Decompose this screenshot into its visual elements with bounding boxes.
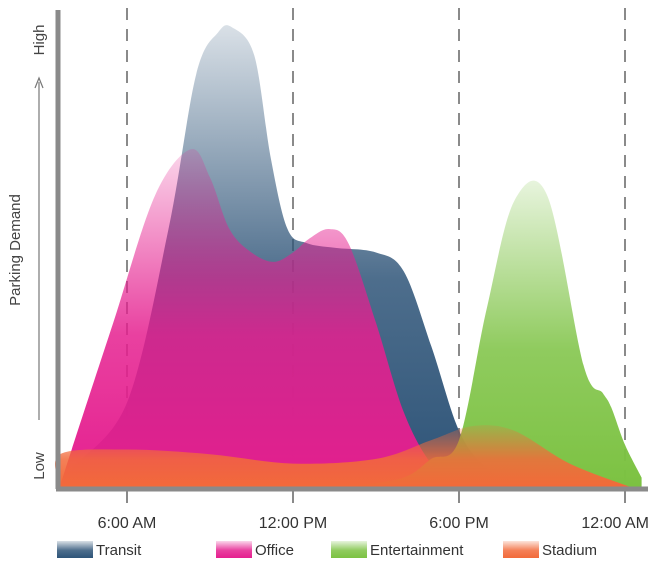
legend-swatch-entertainment [331,541,367,558]
x-tick-label-1: 12:00 PM [259,515,327,532]
x-tick-label-2: 6:00 PM [429,515,489,532]
area-series-group [55,25,642,488]
y-axis-title: Parking Demand [7,194,24,306]
y-low-label: Low [31,452,48,480]
y-high-label: High [31,25,48,56]
x-tick-label-3: 12:00 AM [581,515,649,532]
legend-swatch-transit [57,541,93,558]
legend-item-transit: Transit [57,541,142,559]
legend-swatch-stadium [503,541,539,558]
legend-item-entertainment: Entertainment [331,541,464,559]
legend-label-office: Office [255,542,294,559]
y-axis-annotation: High Parking Demand Low [7,25,48,480]
legend-label-entertainment: Entertainment [370,542,464,559]
legend-item-office: Office [216,541,294,559]
legend: Transit Office Entertainment Stadium [57,541,597,559]
x-tick-labels: 6:00 AM 12:00 PM 6:00 PM 12:00 AM [98,515,649,532]
legend-item-stadium: Stadium [503,541,597,559]
legend-label-stadium: Stadium [542,542,597,559]
area-office [60,148,487,487]
y-arrow-head-icon [34,76,44,89]
legend-swatch-office [216,541,252,558]
area-entertainment [348,180,642,487]
legend-label-transit: Transit [96,542,142,559]
area-stadium [55,425,631,487]
x-tick-label-0: 6:00 AM [98,515,157,532]
